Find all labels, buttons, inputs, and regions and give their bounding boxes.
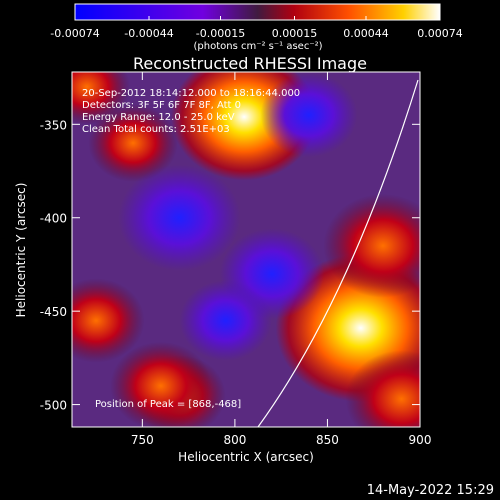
plot-area: 750 800 850 900 -350 -400 -450 -500 xyxy=(40,71,432,447)
y-axis-label: Heliocentric Y (arcsec) xyxy=(14,183,28,318)
colorbar-ticks: -0.00074 -0.00044 -0.00015 0.00015 0.00044 0.… xyxy=(50,16,463,40)
x-tick-label: 850 xyxy=(316,433,339,447)
annotations: 20-Sep-2012 18:14:12.000 to 18:16:44.000… xyxy=(82,88,300,410)
colorbar-tick-label: -0.00015 xyxy=(196,27,245,40)
emission-source xyxy=(110,341,212,427)
energy-range-text: Energy Range: 12.0 - 25.0 keV xyxy=(82,112,235,123)
colorbar-units: (photons cm⁻² s⁻¹ asec⁻²) xyxy=(193,41,322,52)
time-range-text: 20-Sep-2012 18:14:12.000 to 18:16:44.000 xyxy=(82,88,300,99)
heatmap-image xyxy=(72,72,420,427)
plot-frame xyxy=(71,71,421,428)
colorbar-tick-label: -0.00074 xyxy=(50,27,99,40)
x-tick-label: 750 xyxy=(131,433,154,447)
chart-title: Reconstructed RHESSI Image xyxy=(133,54,367,73)
peak-position-text: Position of Peak = [868,-468] xyxy=(95,399,241,410)
axis-ticks: 750 800 850 900 -350 -400 -450 -500 xyxy=(40,72,432,447)
negative-residual xyxy=(179,280,272,361)
colorbar-tick-label: 0.00015 xyxy=(272,27,318,40)
footer-date: 14-May-2022 15:29 xyxy=(367,483,494,498)
negative-residual xyxy=(118,164,241,271)
colorbar-tick-label: 0.00074 xyxy=(417,27,463,40)
emission-source xyxy=(72,278,145,363)
y-tick-label: -450 xyxy=(40,305,67,319)
emission-source xyxy=(88,104,178,182)
detectors-text: Detectors: 3F 5F 6F 7F 8F, Att 0 xyxy=(82,100,241,111)
colorbar-tick-label: 0.00044 xyxy=(343,27,389,40)
x-axis-label: Heliocentric X (arcsec) xyxy=(178,450,314,464)
emission-source xyxy=(345,350,420,427)
y-tick-label: -350 xyxy=(40,118,67,132)
negative-residual xyxy=(260,72,358,158)
clean-counts-text: Clean Total counts: 2.51E+03 xyxy=(82,124,230,135)
y-tick-label: -400 xyxy=(40,212,67,226)
x-tick-label: 900 xyxy=(409,433,432,447)
colorbar-gradient xyxy=(74,3,441,21)
colorbar: -0.00074 -0.00044 -0.00015 0.00015 0.00044 0.… xyxy=(50,3,463,52)
y-tick-label: -500 xyxy=(40,399,67,413)
colorbar-tick-label: -0.00044 xyxy=(124,27,173,40)
solar-limb xyxy=(257,79,419,427)
emission-source xyxy=(323,193,420,298)
emission-source xyxy=(72,72,131,125)
x-tick-label: 800 xyxy=(223,433,246,447)
